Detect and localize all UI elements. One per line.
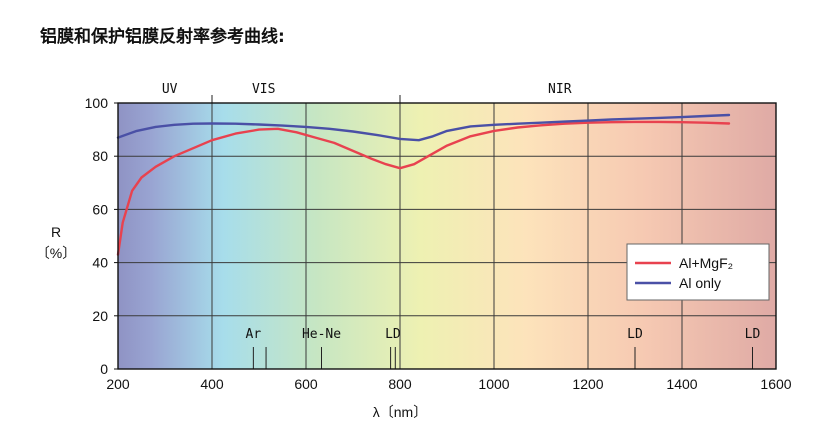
marker-label: LD: [385, 327, 401, 342]
y-tick-label: 40: [92, 255, 108, 271]
marker-label: LD: [745, 327, 761, 342]
x-tick-label: 400: [200, 376, 224, 392]
y-tick-label: 100: [85, 95, 109, 111]
region-label: VIS: [252, 82, 275, 97]
legend-box: [626, 243, 770, 301]
y-axis-unit: 〔%〕: [36, 245, 76, 261]
region-label: NIR: [548, 82, 572, 97]
marker-label: LD: [627, 327, 643, 342]
x-tick-label: 1200: [572, 376, 603, 392]
x-tick-label: 1400: [666, 376, 697, 392]
x-tick-label: 200: [106, 376, 130, 392]
legend-label: Al+MgF₂: [679, 255, 733, 271]
x-tick-label: 1600: [760, 376, 791, 392]
y-tick-label: 80: [92, 148, 108, 164]
plot-frame: [117, 102, 777, 370]
x-tick-label: 800: [388, 376, 412, 392]
y-tick-label: 20: [92, 308, 108, 324]
x-tick-label: 600: [294, 376, 318, 392]
y-axis-label: R: [51, 224, 61, 240]
marker-label: Ar: [246, 327, 262, 342]
y-tick-label: 60: [92, 201, 108, 217]
legend-label: Al only: [679, 275, 721, 291]
series-line-1: [116, 120, 731, 256]
x-tick-label: 1000: [478, 376, 509, 392]
region-label: UV: [162, 82, 178, 97]
x-axis-label: λ〔nm〕: [373, 404, 427, 420]
page-title: 铝膜和保护铝膜反射率参考曲线:: [40, 27, 285, 47]
y-tick-label: 0: [100, 361, 108, 377]
marker-label: He-Ne: [302, 327, 341, 342]
plot-background: [118, 103, 776, 369]
series-line-2: [116, 113, 731, 142]
